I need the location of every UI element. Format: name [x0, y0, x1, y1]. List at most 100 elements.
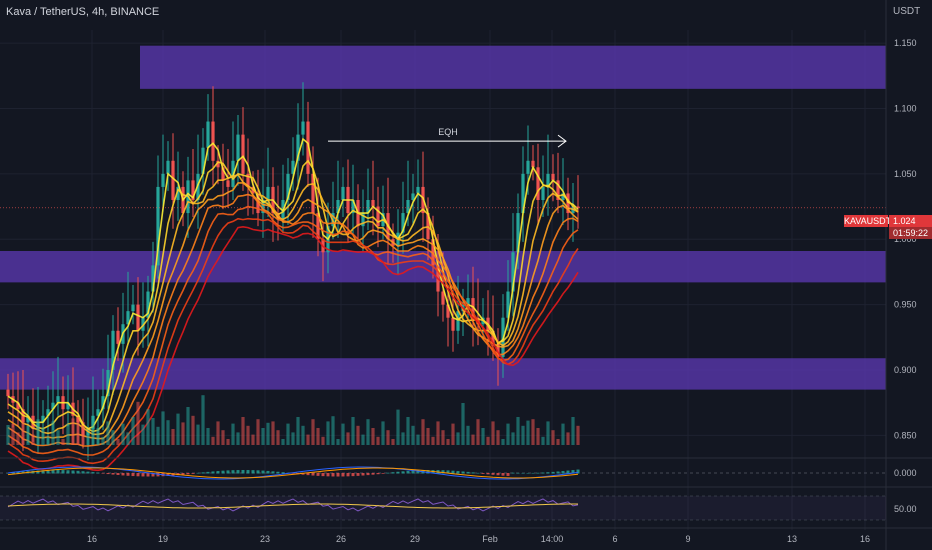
candle-body: [511, 252, 515, 292]
macd-histogram-bar: [251, 470, 255, 474]
candle-body: [26, 415, 30, 423]
volume-bar: [126, 432, 130, 445]
macd-histogram-bar: [456, 471, 460, 474]
candle-body: [66, 402, 70, 410]
volume-bar: [351, 417, 355, 445]
volume-bar: [446, 439, 450, 445]
candle-body: [341, 186, 345, 200]
volume-bar: [401, 432, 405, 445]
volume-bar: [291, 432, 295, 445]
symbol-badge: KAVAUSDT: [844, 215, 892, 227]
volume-bar: [131, 417, 135, 445]
volume-bar: [511, 432, 515, 445]
volume-bar: [66, 423, 70, 445]
candle-body: [541, 186, 545, 200]
macd-histogram-bar: [381, 473, 385, 474]
volume-bar: [326, 421, 330, 445]
candle-body: [441, 291, 445, 305]
macd-histogram-bar: [271, 471, 275, 474]
macd-histogram-bar: [396, 471, 400, 474]
candle-body: [241, 134, 245, 174]
volume-bar: [236, 432, 240, 445]
macd-histogram-bar: [481, 473, 485, 474]
volume-bar: [51, 421, 55, 445]
candle-body: [551, 173, 555, 181]
candle-body: [376, 206, 380, 227]
volume-bar: [116, 439, 120, 445]
volume-bar: [241, 417, 245, 445]
candle-body: [136, 304, 140, 331]
candle-body: [366, 200, 370, 214]
price-tick-label: 1.050: [894, 169, 917, 179]
price-tick-label: 0.950: [894, 300, 917, 310]
macd-histogram-bar: [81, 471, 85, 474]
macd-histogram-bar: [321, 473, 325, 477]
candle-body: [546, 173, 550, 187]
volume-bar: [26, 425, 30, 445]
volume-bar: [196, 424, 200, 445]
macd-histogram-bar: [356, 473, 360, 476]
macd-histogram-bar: [281, 472, 285, 474]
volume-bar: [306, 434, 310, 445]
macd-histogram-bar: [531, 472, 535, 474]
volume-bar: [406, 417, 410, 445]
macd-histogram-bar: [401, 471, 405, 474]
macd-histogram-bar: [371, 473, 375, 475]
volume-bar: [431, 436, 435, 445]
rsi-ma-line: [7, 503, 578, 509]
macd-histogram-bar: [126, 473, 130, 476]
rsi-line: [7, 498, 579, 512]
volume-bar: [451, 423, 455, 445]
volume-bar: [36, 419, 40, 445]
volume-bar: [486, 436, 490, 445]
candle-body: [176, 186, 180, 200]
volume-bar: [161, 411, 165, 445]
macd-histogram-bar: [261, 470, 265, 474]
volume-bar: [6, 425, 10, 445]
ema-ribbon-line: [7, 173, 579, 436]
volume-bar: [181, 422, 185, 445]
macd-histogram-bar: [156, 473, 160, 477]
volume-bar: [461, 403, 465, 445]
macd-histogram-bar: [196, 472, 200, 474]
volume-bar: [221, 430, 225, 445]
macd-histogram-bar: [136, 473, 140, 477]
macd-histogram-bar: [316, 473, 320, 476]
volume-bar: [151, 418, 155, 445]
macd-histogram-bar: [11, 472, 15, 474]
candle-body: [51, 402, 55, 410]
macd-histogram-bar: [446, 470, 450, 474]
time-tick-label: 16: [87, 534, 97, 544]
candle-body: [201, 147, 205, 174]
volume-bar: [516, 417, 520, 445]
macd-histogram-bar: [541, 472, 545, 474]
volume-bar: [21, 417, 25, 445]
candle-body: [521, 173, 525, 214]
macd-histogram-bar: [506, 473, 510, 476]
volume-bar: [576, 425, 580, 445]
candle-body: [526, 160, 530, 174]
price-axis-unit: USDT: [893, 6, 921, 17]
macd-histogram-bar: [501, 473, 505, 476]
volume-bar: [546, 421, 550, 445]
volume-bar: [136, 401, 140, 445]
volume-bar: [536, 428, 540, 445]
ema-ribbon-line: [7, 225, 579, 472]
volume-bar: [531, 419, 535, 445]
volume-bar: [31, 434, 35, 445]
macd-histogram-bar: [66, 470, 70, 474]
volume-bar: [301, 425, 305, 445]
volume-bar: [96, 428, 100, 445]
volume-bar: [261, 428, 265, 445]
macd-histogram-bar: [56, 470, 60, 474]
macd-histogram-bar: [291, 473, 295, 474]
volume-bar: [476, 419, 480, 445]
eqh-arrow-head: [557, 134, 567, 148]
candle-body: [166, 160, 170, 174]
volume-bar: [56, 430, 60, 445]
macd-histogram-bar: [206, 471, 210, 474]
macd-histogram-bar: [561, 471, 565, 474]
candle-body: [206, 121, 210, 148]
volume-bar: [556, 439, 560, 445]
